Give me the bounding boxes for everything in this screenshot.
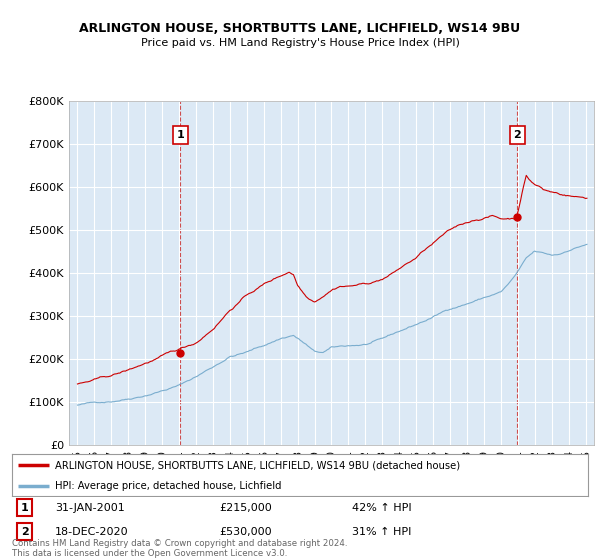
Text: 31% ↑ HPI: 31% ↑ HPI bbox=[352, 527, 411, 537]
Text: 18-DEC-2020: 18-DEC-2020 bbox=[55, 527, 129, 537]
Text: 1: 1 bbox=[176, 130, 184, 140]
Text: 2: 2 bbox=[514, 130, 521, 140]
Text: ARLINGTON HOUSE, SHORTBUTTS LANE, LICHFIELD, WS14 9BU: ARLINGTON HOUSE, SHORTBUTTS LANE, LICHFI… bbox=[79, 22, 521, 35]
Text: Contains HM Land Registry data © Crown copyright and database right 2024.
This d: Contains HM Land Registry data © Crown c… bbox=[12, 539, 347, 558]
Text: ARLINGTON HOUSE, SHORTBUTTS LANE, LICHFIELD, WS14 9BU (detached house): ARLINGTON HOUSE, SHORTBUTTS LANE, LICHFI… bbox=[55, 460, 460, 470]
Text: Price paid vs. HM Land Registry's House Price Index (HPI): Price paid vs. HM Land Registry's House … bbox=[140, 38, 460, 48]
Text: HPI: Average price, detached house, Lichfield: HPI: Average price, detached house, Lich… bbox=[55, 482, 282, 491]
Text: £530,000: £530,000 bbox=[220, 527, 272, 537]
Text: 2: 2 bbox=[20, 527, 28, 537]
Text: 1: 1 bbox=[20, 503, 28, 512]
Text: £215,000: £215,000 bbox=[220, 503, 272, 512]
Text: 31-JAN-2001: 31-JAN-2001 bbox=[55, 503, 125, 512]
Text: 42% ↑ HPI: 42% ↑ HPI bbox=[352, 503, 412, 512]
